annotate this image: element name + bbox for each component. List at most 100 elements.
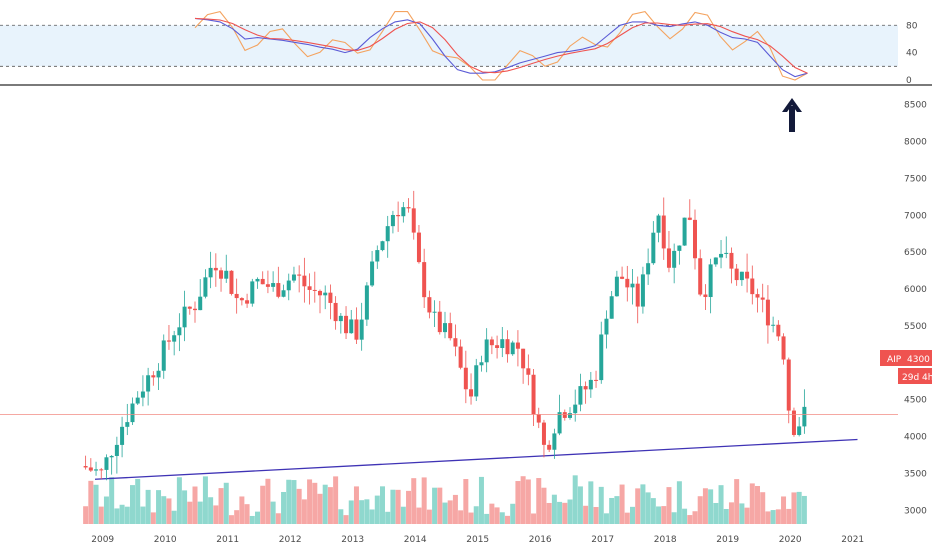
candle-body: [515, 342, 520, 349]
time-tick-label: 2021: [841, 535, 864, 545]
volume-bar: [463, 479, 469, 524]
candle-body: [625, 278, 630, 288]
volume-bar: [458, 510, 464, 524]
volume-bar: [640, 484, 646, 524]
volume-bar: [645, 492, 651, 524]
candle-body: [234, 293, 239, 299]
stochastic-tick-label: 40: [906, 49, 918, 59]
support-trendline: [94, 438, 858, 480]
price-panel: 3000350040004500500055006000650070007500…: [0, 101, 927, 524]
volume-bar: [609, 497, 615, 524]
volume-bar: [676, 481, 682, 524]
volume-bar: [603, 513, 609, 524]
price-tick-label: 4000: [904, 433, 927, 443]
candle-body: [307, 286, 312, 290]
time-tick-label: 2012: [279, 535, 302, 545]
candle-body: [526, 368, 531, 375]
volume-bar: [713, 502, 719, 524]
volume-bar: [119, 504, 125, 524]
volume-bar: [593, 507, 599, 524]
candle-body: [380, 241, 385, 251]
candle-body: [255, 278, 260, 282]
candle-body: [791, 410, 796, 435]
candle-body: [130, 403, 135, 423]
candle-body: [396, 214, 401, 217]
time-tick-label: 2014: [404, 535, 427, 545]
candle-body: [349, 319, 354, 334]
candle-body: [536, 414, 541, 423]
stochastic-tick-label: 0: [906, 76, 912, 86]
price-label[interactable]: AIP 4300 29d 4h: [880, 350, 932, 384]
candle-body: [755, 294, 760, 298]
candle-body: [443, 323, 447, 333]
stochastic-fast-line: [194, 10, 808, 81]
volume-bar: [525, 479, 531, 524]
candle-body: [271, 283, 276, 287]
candle-body: [359, 319, 364, 340]
candle-body: [177, 327, 182, 336]
candle-body: [422, 262, 427, 298]
price-tick-label: 7000: [904, 211, 927, 221]
candle-body: [687, 217, 692, 220]
candle-body: [521, 348, 526, 369]
volume-bar: [557, 501, 563, 524]
price-tick-label: 8500: [904, 101, 927, 111]
candle-body: [479, 362, 484, 366]
volume-bar: [286, 479, 292, 524]
candle-body: [724, 252, 729, 254]
candle-body: [698, 258, 703, 295]
candle-body: [265, 284, 270, 287]
candle-body: [661, 215, 666, 249]
candle-body: [213, 267, 218, 271]
volume-bar: [327, 487, 333, 524]
volume-bar: [661, 506, 667, 524]
candle-body: [682, 217, 687, 246]
candle-body: [557, 412, 562, 434]
volume-bar: [270, 501, 276, 524]
volume-bar: [697, 496, 703, 524]
stochastic-tick-label: 80: [906, 21, 918, 31]
volume-bar: [213, 505, 219, 524]
candle-body: [672, 250, 677, 268]
price-tick-label: 6500: [904, 248, 927, 258]
volume-bar: [364, 499, 370, 524]
time-tick-label: 2015: [466, 535, 489, 545]
price-tick-label: 6000: [904, 285, 927, 295]
volume-bar: [786, 508, 792, 524]
candle-body: [250, 281, 255, 304]
candle-body: [166, 340, 171, 342]
candle-body: [552, 433, 557, 450]
volume-bar: [228, 515, 234, 524]
volume-bar: [411, 478, 417, 524]
candle-body: [416, 232, 421, 263]
candle-body: [745, 271, 750, 279]
candle-body: [547, 444, 552, 450]
volume-bar: [218, 488, 224, 524]
candle-body: [568, 413, 572, 418]
time-tick-label: 2010: [154, 535, 177, 545]
candle-body: [406, 207, 411, 209]
candle-body: [146, 375, 151, 392]
volume-bar: [291, 480, 297, 524]
price-countdown: 29d 4h: [902, 373, 932, 383]
volume-bar: [739, 503, 745, 524]
volume-bar: [380, 486, 385, 524]
candle-body: [390, 214, 395, 227]
volume-bar: [588, 481, 594, 524]
candle-body: [448, 323, 453, 339]
candle-body: [703, 294, 708, 298]
arrow-up-icon: [782, 98, 802, 132]
volume-bar: [156, 490, 162, 524]
volume-bar: [515, 481, 521, 524]
candle-body: [338, 315, 343, 322]
volume-bar: [400, 506, 406, 524]
candle-body: [734, 268, 739, 281]
candle-body: [151, 375, 156, 378]
candle-body: [276, 283, 281, 297]
volume-bar: [239, 496, 245, 524]
candle-body: [323, 292, 328, 296]
volume-bar: [692, 511, 698, 524]
candle-body: [693, 219, 697, 259]
candle-body: [656, 215, 661, 233]
time-tick-label: 2019: [716, 535, 739, 545]
